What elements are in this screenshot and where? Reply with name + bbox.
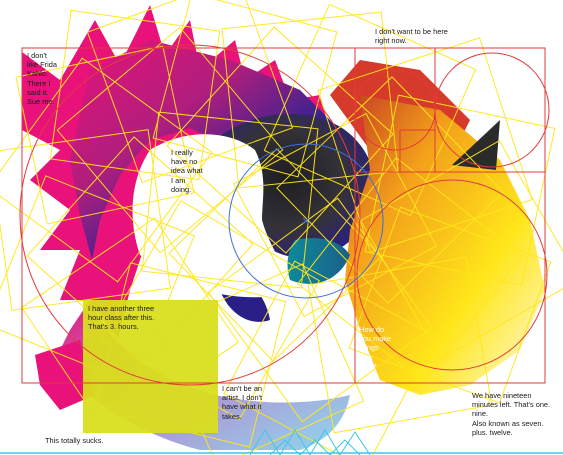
note-artist: I can't be an artist. I don't have what it… <box>222 384 263 421</box>
lime-note-block <box>83 300 218 433</box>
note-cool: How do you make things look cool? <box>359 325 392 371</box>
cyan-zigzag <box>249 429 371 455</box>
note-here: I don't want to be here right now. <box>375 27 448 46</box>
blue-circle <box>228 143 384 299</box>
note-class: I have another three hour class after thi… <box>88 304 155 332</box>
note-idea: I really have no idea what I am doing. <box>171 148 203 194</box>
note-nineteen: We have nineteen minutes left. That's one… <box>472 391 551 437</box>
note-sucks: This totally sucks. <box>45 436 104 445</box>
red-frame-grid <box>19 44 550 386</box>
